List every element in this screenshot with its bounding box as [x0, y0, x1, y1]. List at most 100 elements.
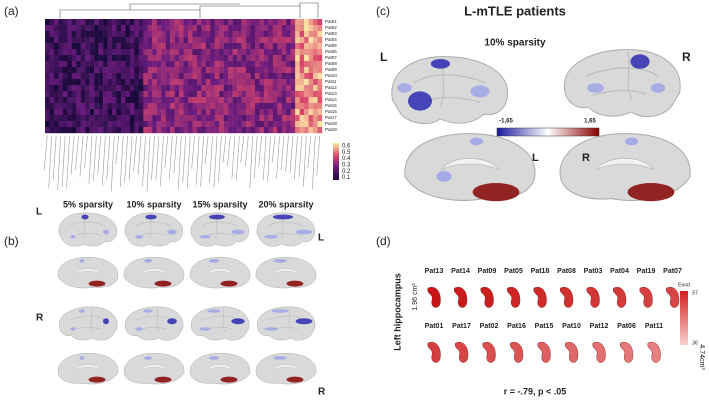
heatmap-cell — [143, 31, 148, 38]
heatmap-cell — [299, 55, 305, 62]
heatmap-cell — [295, 73, 300, 80]
heatmap-cell — [134, 121, 140, 128]
heatmap-cell — [76, 49, 81, 56]
heatmap-cell — [201, 109, 207, 116]
heatmap-cell — [174, 43, 180, 50]
heatmap-cell — [98, 97, 104, 104]
patient-label: Pat01 — [425, 323, 444, 330]
heatmap-cell — [254, 109, 260, 116]
heatmap-cell — [254, 25, 260, 32]
heatmap-cell — [134, 37, 140, 44]
heatmap-cell — [58, 121, 64, 128]
heatmap-cell — [281, 91, 287, 98]
heatmap-cell — [241, 115, 247, 122]
brain-blob — [207, 309, 221, 313]
heatmap-cell — [313, 121, 318, 128]
heatmap-cell — [219, 61, 224, 68]
heatmap-cell — [174, 73, 180, 80]
heatmap-cell — [94, 43, 99, 50]
heatmap-cell — [313, 91, 318, 98]
heatmap-cell — [228, 61, 233, 68]
heatmap-cell — [94, 55, 99, 62]
heatmap-cell — [254, 37, 260, 44]
heatmap-cell — [112, 121, 117, 128]
heatmap-cell — [71, 97, 77, 104]
heatmap-cell — [45, 121, 50, 128]
heatmap-cell — [143, 79, 148, 86]
heatmap-cell — [120, 97, 126, 104]
heatmap-cell — [263, 67, 269, 74]
heatmap-cell — [67, 115, 73, 122]
heatmap-cell — [116, 73, 122, 80]
heatmap-cell — [89, 97, 95, 104]
heatmap-cell — [268, 91, 274, 98]
heatmap-cell — [156, 109, 162, 116]
heatmap-cell — [304, 97, 309, 104]
heatmap-cell — [165, 85, 171, 92]
heatmap-cell — [120, 25, 126, 32]
heatmap-cell — [228, 79, 233, 86]
heatmap-cell — [152, 103, 157, 110]
heatmap-cell — [85, 79, 90, 86]
heatmap-cell — [187, 85, 193, 92]
heatmap-cell — [165, 61, 171, 68]
heatmap-cell — [246, 55, 251, 62]
corpus-callosum — [272, 268, 300, 275]
heatmap-cell — [80, 109, 86, 116]
heatmap-cell — [125, 43, 131, 50]
heatmap-cell — [232, 127, 238, 134]
volume-label: 4.74cm³ — [698, 344, 705, 370]
heatmap-cell — [98, 127, 104, 134]
heatmap-cell — [58, 55, 64, 62]
heatmap-cell — [143, 73, 148, 80]
heatmap-cell — [134, 97, 140, 104]
heatmap-cell — [250, 37, 256, 44]
column-label-stroke — [79, 135, 84, 177]
brain-blob — [295, 318, 313, 325]
heatmap-cell — [112, 97, 117, 104]
heatmap-cell — [174, 19, 180, 26]
heatmap-cell — [232, 85, 238, 92]
heatmap-cell — [147, 115, 153, 122]
heatmap-cell — [277, 127, 282, 134]
heatmap-cell — [192, 67, 198, 74]
heatmap-cell — [246, 91, 251, 98]
heatmap-cell — [299, 79, 305, 86]
heatmap-cell — [94, 25, 99, 32]
heatmap-cell — [219, 97, 224, 104]
heatmap-cell — [156, 79, 162, 86]
heatmap-cell — [94, 97, 99, 104]
heatmap-cell — [183, 31, 189, 38]
heatmap-cell — [116, 115, 122, 122]
heatmap-cell — [237, 49, 242, 56]
heatmap-cell — [80, 49, 86, 56]
colorbar — [496, 127, 600, 137]
heatmap-cell — [308, 121, 314, 128]
heatmap-cell — [138, 55, 144, 62]
heatmap-cell — [299, 37, 305, 44]
heatmap-cell — [152, 31, 157, 38]
heatmap-cell — [152, 67, 157, 74]
brain-lateral — [190, 212, 250, 247]
heatmap-cell — [80, 31, 86, 38]
heatmap-cell — [187, 49, 193, 56]
heatmap-cell — [272, 25, 278, 32]
heatmap-cell — [179, 19, 184, 26]
heatmap-cell — [237, 97, 242, 104]
heatmap-cell — [98, 109, 104, 116]
heatmap-cell — [241, 97, 247, 104]
heatmap-cell — [85, 31, 90, 38]
column-header: 5% sparsity — [63, 199, 113, 209]
brain-medial — [57, 352, 119, 385]
heatmap-cell — [161, 121, 166, 128]
hemisphere-label: R — [318, 387, 326, 398]
brain-blob — [470, 85, 490, 98]
heatmap-cell — [192, 25, 198, 32]
heatmap-cell — [196, 61, 202, 68]
row-label: Pat06 — [325, 49, 337, 54]
heatmap-cell — [237, 25, 242, 32]
heatmap-cell — [272, 31, 278, 38]
heatmap-cell — [232, 49, 238, 56]
heatmap-cell — [304, 61, 309, 68]
heatmap-cell — [187, 19, 193, 26]
